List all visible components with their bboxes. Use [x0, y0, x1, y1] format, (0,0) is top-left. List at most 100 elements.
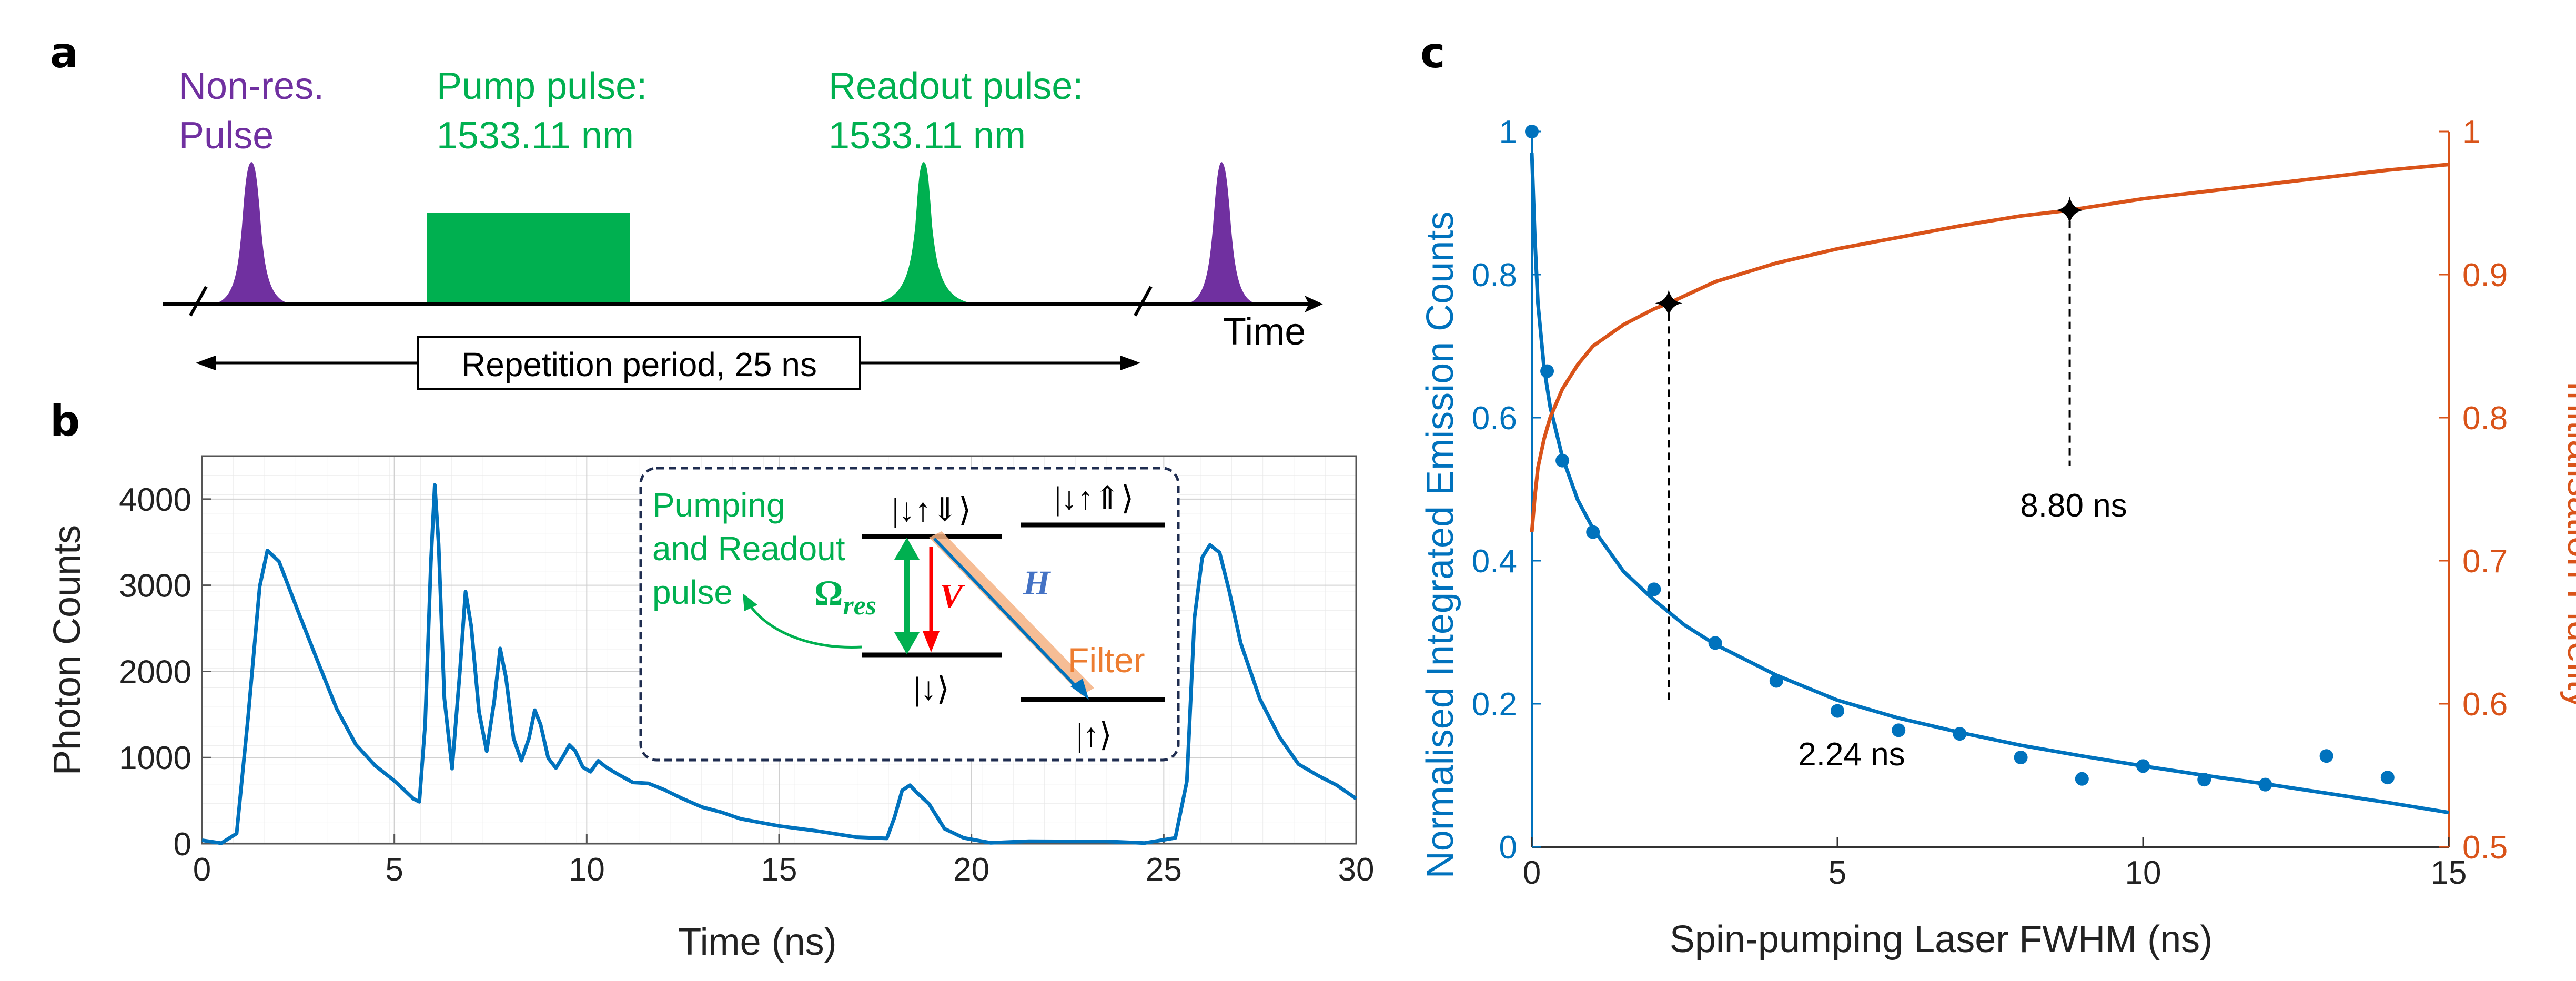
level-excited-label: |↓↑⇓⟩: [892, 492, 972, 528]
fidelity-line: [1530, 163, 2449, 532]
plot-b-xlabel: Time (ns): [678, 921, 836, 963]
plot-b-xtick-label: 10: [569, 852, 605, 888]
plot-c-series: [1525, 125, 2449, 815]
level-top-right-label: |↓↑⇑⟩: [1055, 481, 1134, 517]
emission-data-point: [2380, 771, 2395, 785]
period-arrow-right: [1120, 356, 1140, 370]
emission-data-point: [1892, 723, 1906, 737]
pumping-label-3: pulse: [652, 573, 733, 611]
emission-data-point: [1831, 704, 1844, 718]
plot-c-ytick-label-left: 0.8: [1472, 257, 1517, 294]
pump-pulse: [427, 213, 630, 304]
plot-c-xtick-label: 5: [1829, 855, 1846, 891]
v-label: V: [940, 577, 965, 615]
plot-b-ytick-label: 3000: [119, 568, 191, 604]
plot-b-xtick-label: 30: [1338, 852, 1375, 888]
panel-c-letter: c: [1420, 28, 1445, 77]
plot-b-ticks: 0 5 10 15 20 25 30 0 1000 2000 3000 4000: [119, 482, 1374, 888]
panel-a-letter: a: [50, 28, 78, 77]
omega-symbol: Ω: [814, 573, 843, 613]
nonres-pulse-2: [1184, 162, 1260, 304]
v-arrowhead: [923, 631, 940, 652]
nonres-label-2: Pulse: [179, 115, 274, 157]
plot-c-xlabel: Spin-pumping Laser FWHM (ns): [1670, 918, 2213, 960]
marker-star: [2056, 196, 2084, 224]
plot-c-ytick-label-left: 0.2: [1472, 686, 1517, 723]
plot-b-xtick-label: 5: [385, 852, 403, 888]
pump-label-1: Pump pulse:: [437, 65, 647, 107]
emission-data-point: [2075, 772, 2089, 786]
plot-b-xtick-label: 15: [761, 852, 797, 888]
plot-c-ytick-label-right: 0.7: [2462, 543, 2508, 580]
period-box: [417, 336, 861, 390]
panel-b-letter: b: [50, 397, 80, 446]
omega-arrowhead-up: [894, 538, 920, 560]
plot-c-ytick-label-left: 0: [1499, 830, 1517, 866]
pump-curved-arrow: [748, 604, 862, 649]
h-label: H: [1023, 564, 1052, 602]
annotation-2-24: 2.24 ns: [1798, 736, 1905, 773]
emission-data-point: [2319, 749, 2333, 763]
omega-subscript: res: [843, 591, 876, 621]
nonres-pulse-1: [210, 162, 295, 304]
time-label: Time: [1223, 311, 1306, 353]
filter-label: Filter: [1068, 641, 1145, 680]
emission-data-point: [1525, 125, 1539, 138]
marker-star: [1655, 289, 1683, 317]
readout-pulse: [868, 162, 979, 304]
pumping-label-1: Pumping: [652, 486, 785, 524]
omega-arrowhead-down: [894, 632, 920, 654]
photon-counts-line: [201, 483, 1357, 845]
axis-break-right: [1134, 286, 1153, 317]
emission-data-point: [1647, 582, 1661, 596]
plot-b-xtick-label: 0: [193, 852, 211, 888]
readout-label-1: Readout pulse:: [829, 65, 1083, 107]
period-arrow-left: [196, 356, 216, 370]
level-down-label: |↓⟩: [914, 671, 949, 707]
energy-level-inset: Pumping and Readout pulse |↓↑⇓⟩ |↓↑⇑⟩ |↓…: [639, 467, 1180, 762]
plot-b-xtick-label: 25: [1146, 852, 1182, 888]
plot-c-ytick-label-right: 0.8: [2462, 400, 2508, 437]
plot-c-ytick-label-left: 1: [1499, 114, 1517, 150]
emission-fit-line: [1530, 153, 2449, 815]
panel-c: c 0 5 10 15 0 0.2 0.4 0.6 0.8 1 0.5 0.6 0.7 0.8 0.9 1 2…: [1419, 28, 2576, 960]
plot-c-markers: [1655, 196, 2084, 705]
plot-c-ytick-label-right: 0.5: [2462, 830, 2508, 866]
plot-c-ytick-label-right: 0.6: [2462, 686, 2508, 723]
plot-c-xtick-label: 0: [1523, 855, 1541, 891]
emission-data-point: [2014, 751, 2028, 764]
h-transition-arrow: [933, 537, 1081, 692]
nonres-label-1: Non-res.: [179, 65, 324, 107]
plot-c-xtick-label: 15: [2431, 855, 2467, 891]
plot-c-xtick-label: 10: [2125, 855, 2161, 891]
omega-label: Ωres: [814, 573, 876, 621]
panel-b: b 0 5 10 15 20 25 30 0 1000 2000 3000 4000 Time (ns…: [46, 397, 1374, 963]
plot-c-ylabel-left: Normalised Integrated Emission Counts: [1419, 211, 1461, 879]
pumping-label-2: and Readout: [652, 530, 845, 568]
plot-b-ytick-label: 2000: [119, 654, 191, 690]
plot-b-ytick-label: 0: [174, 826, 191, 863]
period-label: Repetition period, 25 ns: [461, 346, 817, 383]
plot-c-ylabel-right: Initialisation Fidelity: [2560, 381, 2576, 709]
plot-c-ytick-label-left: 0.4: [1472, 543, 1517, 580]
panel-a: a Non-res. Pulse Pump pulse: 1533.11 nm …: [50, 28, 1323, 390]
h-arrowhead: [1070, 679, 1089, 700]
level-up-label: |↑⟩: [1076, 717, 1112, 753]
pump-label-2: 1533.11 nm: [437, 115, 634, 157]
plot-c-ytick-label-left: 0.6: [1472, 400, 1517, 437]
plot-c-ytick-label-right: 1: [2462, 114, 2480, 150]
time-axis-arrowhead: [1305, 296, 1323, 312]
readout-label-2: 1533.11 nm: [829, 115, 1026, 157]
plot-c-ytick-label-right: 0.9: [2462, 257, 2508, 294]
plot-b-ytick-label: 4000: [119, 482, 191, 518]
plot-c-axes: 0 5 10 15 0 0.2 0.4 0.6 0.8 1 0.5 0.6 0.7 0.8 0.9 1: [1472, 114, 2508, 891]
plot-b-xtick-label: 20: [953, 852, 989, 888]
filter-band: [929, 531, 1094, 695]
plot-b-series: [201, 483, 1357, 845]
plot-b-ylabel: Photon Counts: [46, 525, 88, 775]
pump-curved-arrowhead: [743, 593, 757, 611]
axis-break-left: [189, 286, 208, 317]
annotation-8-80: 8.80 ns: [2020, 488, 2127, 524]
plot-b-ytick-label: 1000: [119, 740, 191, 776]
